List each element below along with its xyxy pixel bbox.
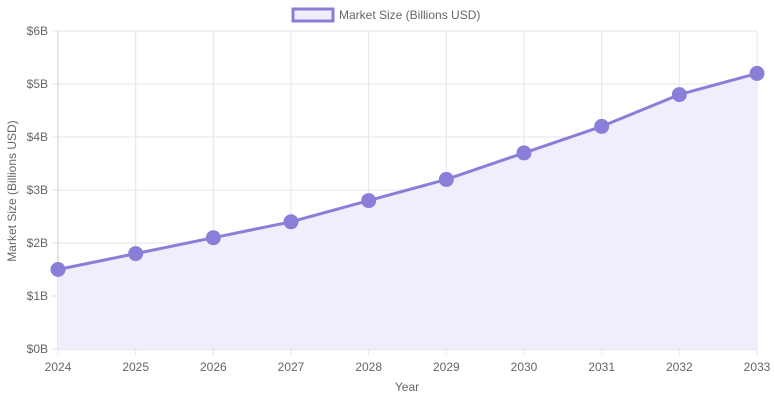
x-tick-label: 2025 bbox=[122, 360, 149, 374]
data-point[interactable] bbox=[50, 262, 66, 277]
x-tick-label: 2029 bbox=[433, 360, 460, 374]
x-tick-label: 2032 bbox=[666, 360, 693, 374]
data-point[interactable] bbox=[671, 87, 687, 103]
x-tick-label: 2028 bbox=[355, 360, 382, 374]
legend-label[interactable]: Market Size (Billions USD) bbox=[339, 8, 480, 22]
y-tick-label: $0B bbox=[27, 342, 48, 356]
y-axis-title: Market Size (Billions USD) bbox=[5, 120, 19, 261]
plot-area: $0B $1B $2B $3B $4B $5B $6B 2024 2025 2026 2027 202… bbox=[27, 24, 771, 374]
data-point[interactable] bbox=[516, 145, 532, 161]
y-tick-label: $4B bbox=[27, 130, 48, 144]
data-point[interactable] bbox=[749, 65, 765, 81]
x-tick-label: 2030 bbox=[511, 360, 538, 374]
legend-swatch[interactable] bbox=[291, 7, 335, 23]
x-tick-label: 2026 bbox=[200, 360, 227, 374]
y-tick-label: $5B bbox=[27, 77, 48, 91]
legend[interactable]: Market Size (Billions USD) bbox=[291, 7, 480, 23]
data-point[interactable] bbox=[205, 230, 221, 246]
data-point[interactable] bbox=[128, 246, 144, 262]
data-point[interactable] bbox=[283, 214, 299, 230]
x-axis-title: Year bbox=[395, 380, 419, 394]
y-tick-label: $3B bbox=[27, 183, 48, 197]
data-point[interactable] bbox=[361, 193, 377, 209]
series-area-fill bbox=[58, 73, 757, 350]
x-tick-label: 2027 bbox=[278, 360, 305, 374]
x-tick-label: 2033 bbox=[744, 360, 771, 374]
x-tick-label: 2024 bbox=[45, 360, 72, 374]
y-tick-label: $2B bbox=[27, 236, 48, 250]
data-point[interactable] bbox=[438, 171, 454, 187]
y-tick-label: $6B bbox=[27, 24, 48, 38]
x-tick-label: 2031 bbox=[588, 360, 615, 374]
y-tick-label: $1B bbox=[27, 289, 48, 303]
data-point[interactable] bbox=[594, 118, 610, 134]
series-line bbox=[57, 71, 758, 271]
